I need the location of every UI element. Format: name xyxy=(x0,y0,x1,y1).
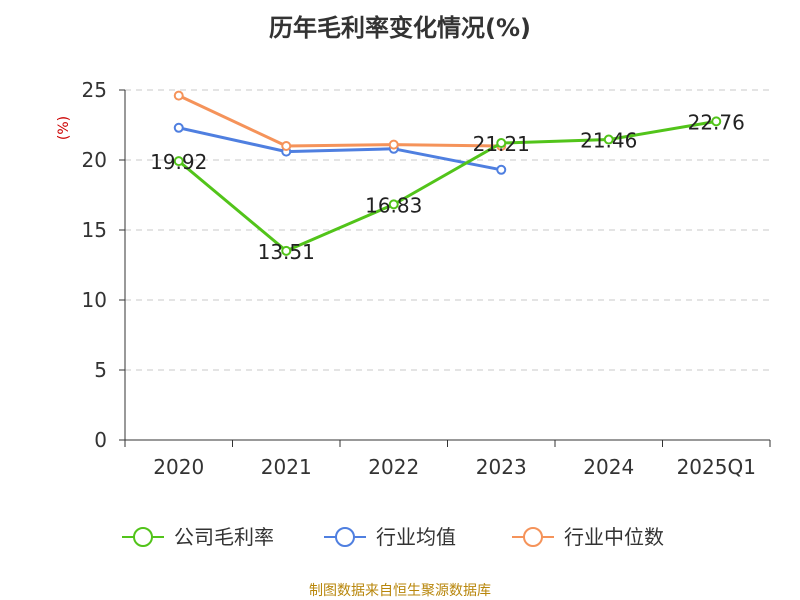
y-tick-label: 10 xyxy=(82,288,107,312)
data-label: 22.76 xyxy=(688,110,745,134)
series-line xyxy=(178,94,502,148)
data-label: 21.21 xyxy=(473,132,530,156)
data-point[interactable] xyxy=(281,141,292,151)
legend[interactable]: 公司毛利率 行业均值 行业中位数 xyxy=(122,525,664,549)
data-point[interactable] xyxy=(173,90,184,101)
legend-swatch-marker xyxy=(133,527,153,547)
legend-swatch-marker xyxy=(523,527,543,547)
series-line xyxy=(178,126,502,172)
data-point[interactable] xyxy=(173,122,184,133)
legend-label: 行业均值 xyxy=(376,525,456,549)
data-point[interactable] xyxy=(388,139,399,150)
series-3 xyxy=(173,90,507,151)
y-tick-label: 15 xyxy=(82,218,107,242)
data-label: 13.51 xyxy=(258,240,315,264)
legend-label: 公司毛利率 xyxy=(174,525,274,549)
data-label: 19.92 xyxy=(150,150,207,174)
x-tick-label: 2025Q1 xyxy=(677,455,756,479)
x-tick-label: 2022 xyxy=(368,455,419,479)
legend-label: 行业中位数 xyxy=(564,525,664,549)
gridlines xyxy=(125,89,770,371)
y-tick-label: 25 xyxy=(82,78,107,102)
y-tick-label: 20 xyxy=(82,148,107,172)
data-label: 21.46 xyxy=(580,129,637,153)
legend-item-1[interactable]: 公司毛利率 xyxy=(122,525,274,549)
data-label: 16.83 xyxy=(365,193,422,217)
series-layer xyxy=(173,90,722,256)
axes: 0 5 10 15 20 25 2020 2021 2022 2023 2024 2025Q1 xyxy=(82,78,771,479)
series-1 xyxy=(173,116,722,256)
data-point[interactable] xyxy=(173,156,184,167)
data-point[interactable] xyxy=(711,116,722,127)
y-axis-unit: (%) xyxy=(56,116,72,140)
legend-swatch-marker xyxy=(335,527,355,547)
data-labels: 19.92 13.51 16.83 21.21 21.46 22.76 xyxy=(150,110,745,263)
series-line xyxy=(177,119,717,253)
x-tick-label: 2020 xyxy=(153,455,204,479)
data-point[interactable] xyxy=(388,199,399,210)
data-point[interactable] xyxy=(281,245,292,256)
legend-item-2[interactable]: 行业均值 xyxy=(324,525,456,549)
source-note: 制图数据来自恒生聚源数据库 xyxy=(309,583,491,599)
x-tick-label: 2021 xyxy=(261,455,312,479)
y-tick-label: 5 xyxy=(94,358,107,382)
legend-item-3[interactable]: 行业中位数 xyxy=(512,525,664,549)
y-tick-label: 0 xyxy=(94,428,107,452)
data-point[interactable] xyxy=(603,134,614,145)
data-point[interactable] xyxy=(496,164,507,175)
chart-title: 历年毛利率变化情况(%) xyxy=(269,14,531,42)
data-point[interactable] xyxy=(496,138,507,149)
x-tick-label: 2024 xyxy=(583,455,634,479)
x-tick-label: 2023 xyxy=(476,455,527,479)
series-2 xyxy=(173,122,507,175)
